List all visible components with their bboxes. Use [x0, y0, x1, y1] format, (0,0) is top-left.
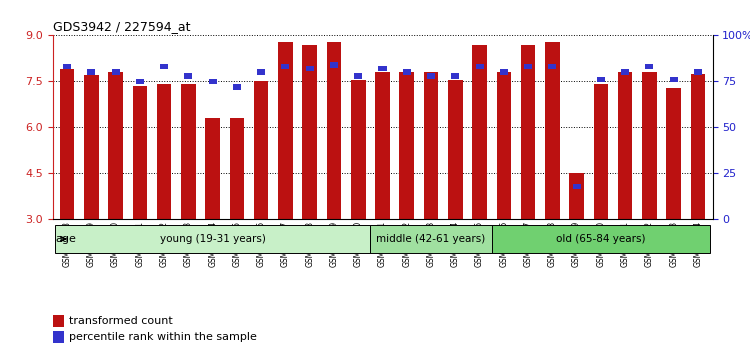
Bar	[257, 69, 265, 75]
Text: transformed count: transformed count	[69, 316, 172, 326]
Bar	[281, 64, 290, 69]
Bar	[642, 72, 657, 219]
Bar	[53, 315, 64, 327]
Bar	[112, 69, 119, 75]
Bar	[621, 69, 629, 75]
Bar	[351, 80, 365, 219]
Text: young (19-31 years): young (19-31 years)	[160, 234, 266, 244]
Bar	[184, 73, 193, 79]
Bar	[496, 72, 511, 219]
FancyBboxPatch shape	[370, 225, 492, 253]
Text: age: age	[55, 234, 76, 244]
Bar	[209, 79, 217, 84]
Bar	[424, 72, 438, 219]
Bar	[330, 62, 338, 68]
Bar	[254, 81, 268, 219]
Bar	[403, 69, 411, 75]
Bar	[545, 41, 560, 219]
Bar	[400, 72, 414, 219]
Bar	[691, 74, 705, 219]
Bar	[646, 64, 653, 69]
Bar	[136, 79, 144, 84]
Bar	[694, 69, 702, 75]
Bar	[667, 87, 681, 219]
Text: percentile rank within the sample: percentile rank within the sample	[69, 332, 256, 342]
Bar	[87, 69, 95, 75]
Bar	[448, 80, 463, 219]
Bar	[306, 66, 314, 71]
Bar	[108, 72, 123, 219]
Bar	[500, 69, 508, 75]
Bar	[593, 85, 608, 219]
Bar	[452, 73, 459, 79]
Bar	[597, 77, 605, 82]
Bar	[427, 73, 435, 79]
Bar	[520, 45, 536, 219]
Bar	[160, 64, 168, 69]
Bar	[354, 73, 362, 79]
Bar	[472, 45, 487, 219]
Bar	[572, 184, 580, 189]
Bar	[53, 331, 64, 343]
Bar	[230, 118, 244, 219]
Bar	[233, 84, 241, 90]
Bar	[569, 173, 584, 219]
Bar	[670, 77, 678, 82]
Bar	[206, 118, 220, 219]
Bar	[181, 84, 196, 219]
Text: GDS3942 / 227594_at: GDS3942 / 227594_at	[53, 20, 190, 33]
Bar	[524, 64, 532, 69]
Bar	[157, 85, 172, 219]
Bar	[476, 64, 484, 69]
Text: old (65-84 years): old (65-84 years)	[556, 234, 646, 244]
Bar	[327, 41, 341, 219]
Bar	[548, 64, 556, 69]
Bar	[60, 69, 74, 219]
Text: middle (42-61 years): middle (42-61 years)	[376, 234, 486, 244]
Bar	[133, 86, 147, 219]
FancyBboxPatch shape	[55, 225, 370, 253]
Bar	[379, 66, 386, 71]
Bar	[84, 75, 98, 219]
Bar	[375, 72, 390, 219]
Bar	[278, 41, 292, 219]
Bar	[618, 72, 632, 219]
Bar	[63, 64, 71, 69]
Bar	[302, 45, 317, 219]
FancyBboxPatch shape	[492, 225, 710, 253]
